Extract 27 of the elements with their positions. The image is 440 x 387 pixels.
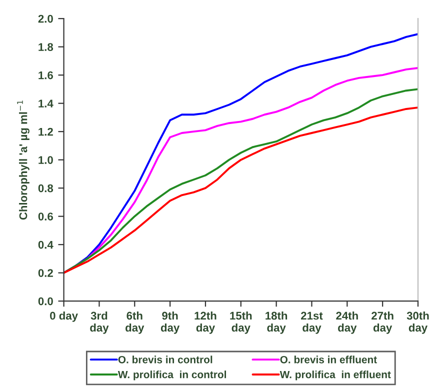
y-tick-label: 1.6: [38, 71, 53, 80]
x-tick-label: 21st day: [301, 312, 323, 334]
x-tick-label: 9th day: [160, 312, 180, 334]
y-tick-label: 1.4: [38, 100, 54, 108]
y-axis-title: Chlorophyll 'a' µg ml$^{−1}$: [17, 100, 30, 220]
x-tick-label: 18th day: [266, 312, 288, 334]
legend-label: O. brevis in effluent: [280, 356, 377, 364]
y-tick-label: 2.0: [38, 14, 53, 23]
x-tick-label: 15th day: [230, 312, 252, 334]
y-tick-label: 0.0: [38, 297, 53, 306]
x-tick-label: 6th day: [126, 312, 144, 334]
legend-label: W. prolifica in control: [118, 370, 226, 380]
legend-label: W. prolifica in effluent: [280, 370, 391, 380]
y-tick-label: 0.8: [38, 184, 54, 192]
y-tick-label: 1.2: [38, 128, 53, 136]
x-tick-label: 0 day: [50, 312, 78, 322]
x-tick-label: 12th day: [194, 312, 216, 334]
y-tick-label: 0.6: [38, 212, 53, 220]
x-tick-label: 27th day: [372, 312, 394, 334]
y-tick-label: 0.2: [38, 269, 53, 277]
y-tick-label: 1.8: [38, 43, 54, 51]
x-tick-label: 24th day: [336, 312, 358, 334]
x-tick-label: 30th day: [406, 312, 429, 334]
y-tick-label: 1.0: [38, 156, 53, 164]
legend-label: O. brevis in control: [118, 356, 212, 364]
x-tick-label: 3rd day: [90, 312, 109, 334]
y-tick-label: 0.4: [38, 240, 54, 249]
